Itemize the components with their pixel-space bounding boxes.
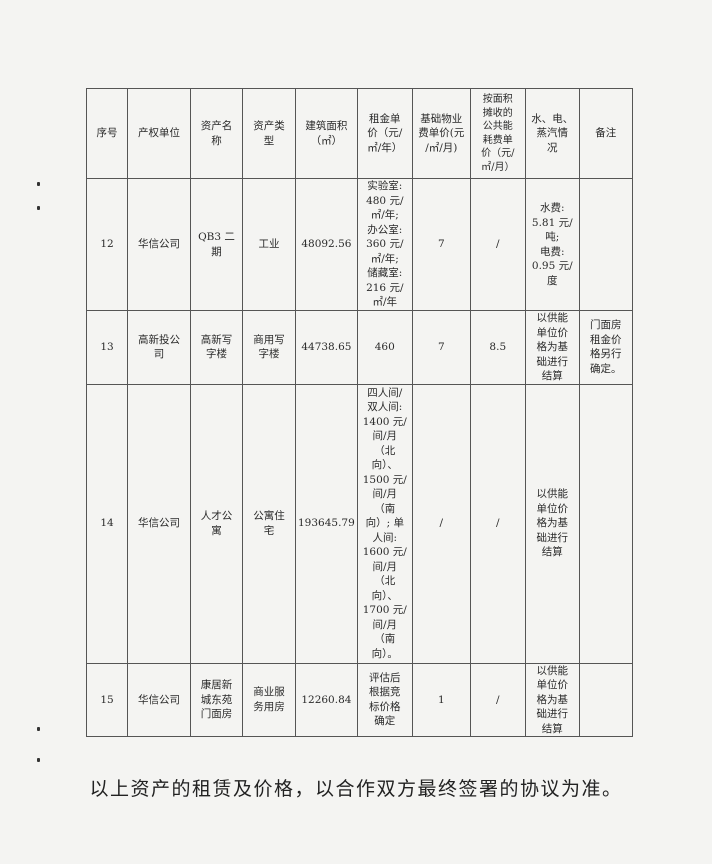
cell-asset-name: 康居新 城东苑 门面房 [190, 662, 243, 737]
cell-asset-type: 工业 [242, 178, 296, 311]
cell-utilities: 以供能 单位价 格为基 础进行 结算 [524, 662, 580, 737]
header-row: 序号 产权单位 资产名 称 资产类 型 建筑面积 （㎡） 租金单 价（元/ ㎡/… [86, 88, 633, 179]
header-cell: 建筑面积 （㎡） [295, 88, 358, 179]
cell-owner: 华信公司 [127, 178, 191, 311]
cell-utilities: 水费: 5.81 元/ 吨; 电费: 0.95 元/ 度 [524, 178, 580, 311]
cell-remarks [578, 662, 633, 737]
cell-utilities: 以供能 单位价 格为基 础进行 结算 [524, 383, 580, 664]
cell-utilities: 以供能 单位价 格为基 础进行 结算 [524, 310, 580, 385]
cell-energy-fee: / [469, 383, 526, 664]
cell-area: 12260.84 [295, 662, 358, 737]
cell-energy-fee: / [469, 178, 526, 311]
cell-asset-type: 公寓住 宅 [242, 383, 296, 664]
footer-note: 以上资产的租赁及价格，以合作双方最终签署的协议为准。 [89, 778, 623, 800]
cell-rent: 评估后 根据竞 标价格 确定 [356, 662, 413, 737]
cell-owner: 华信公司 [127, 662, 191, 737]
header-cell: 资产类 型 [242, 88, 296, 179]
scan-mark [37, 727, 40, 731]
header-cell: 资产名 称 [190, 88, 243, 179]
scan-mark [37, 206, 40, 210]
cell-asset-type: 商用写 字楼 [242, 310, 296, 385]
cell-index: 12 [86, 178, 128, 311]
cell-energy-fee: 8.5 [469, 310, 526, 385]
header-cell: 备注 [578, 88, 633, 179]
header-cell: 租金单 价（元/ ㎡/年） [356, 88, 413, 179]
header-cell: 序号 [86, 88, 128, 179]
cell-area: 193645.79 [295, 383, 358, 664]
table-row: 12 华信公司 QB3 二期 工业 48092.56 实验室: 480 元/ ㎡… [86, 178, 633, 311]
cell-property-fee: 7 [411, 310, 471, 385]
cell-property-fee: 1 [411, 662, 471, 737]
header-cell: 水、电、 蒸汽情 况 [524, 88, 580, 179]
cell-remarks: 门面房 租金价 格另行 确定。 [578, 310, 633, 385]
cell-energy-fee: / [469, 662, 526, 737]
cell-rent: 实验室: 480 元/ ㎡/年; 办公室: 360 元/ ㎡/年; 储藏室: 2… [356, 178, 413, 311]
scan-mark [37, 182, 40, 186]
cell-rent: 460 [356, 310, 413, 385]
header-cell: 基础物业 费单价(元 /㎡/月) [411, 88, 471, 179]
cell-property-fee: 7 [411, 178, 471, 311]
scan-mark [37, 758, 40, 762]
table-row: 15 华信公司 康居新 城东苑 门面房 商业服 务用房 12260.84 评估后… [86, 662, 633, 737]
table-row: 14 华信公司 人才公 寓 公寓住 宅 193645.79 四人间/ 双人间: … [86, 383, 633, 664]
cell-area: 44738.65 [295, 310, 358, 385]
cell-rent: 四人间/ 双人间: 1400 元/ 间/月 （北 向）、 1500 元/ 间/月… [356, 383, 413, 664]
cell-property-fee: / [411, 383, 471, 664]
cell-index: 15 [86, 662, 128, 737]
table-row: 13 高新投公 司 高新写 字楼 商用写 字楼 44738.65 460 7 8… [86, 310, 633, 385]
cell-asset-name: 高新写 字楼 [190, 310, 243, 385]
cell-remarks [578, 178, 633, 311]
header-cell: 产权单位 [127, 88, 191, 179]
asset-table: 序号 产权单位 资产名 称 资产类 型 建筑面积 （㎡） 租金单 价（元/ ㎡/… [86, 88, 633, 737]
cell-index: 14 [86, 383, 128, 664]
cell-index: 13 [86, 310, 128, 385]
cell-owner: 华信公司 [127, 383, 191, 664]
cell-asset-name: 人才公 寓 [190, 383, 243, 664]
cell-remarks [578, 383, 633, 664]
cell-asset-name: QB3 二期 [190, 178, 243, 311]
cell-area: 48092.56 [295, 178, 358, 311]
header-cell: 按面积 摊收的 公共能 耗费单 价（元/ ㎡/月） [469, 88, 526, 179]
cell-asset-type: 商业服 务用房 [242, 662, 296, 737]
cell-owner: 高新投公 司 [127, 310, 191, 385]
